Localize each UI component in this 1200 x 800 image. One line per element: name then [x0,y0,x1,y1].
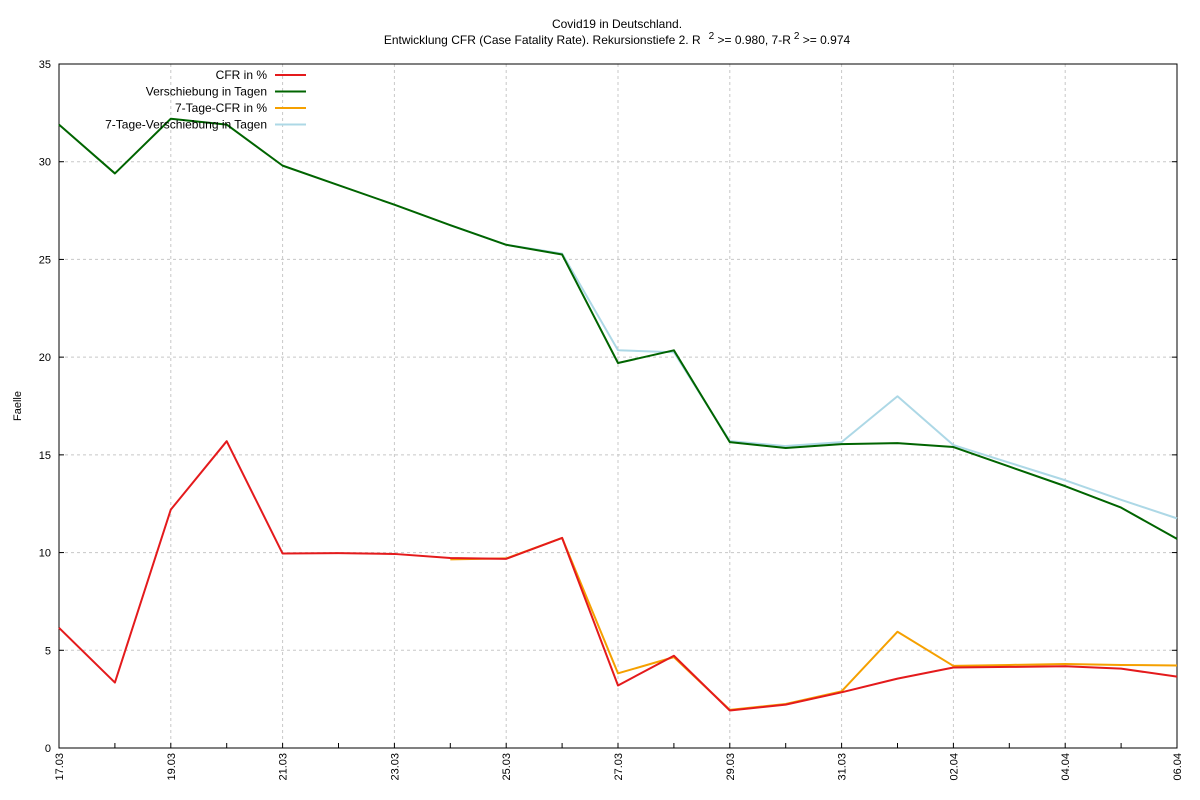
subtitle-part-3: >= 0.974 [799,33,850,47]
subtitle-sup-1: 2 [709,31,715,42]
series-line-3 [450,536,1178,711]
x-tick-label: 06.04 [1172,753,1184,781]
subtitle-part-2: >= 0.980, 7-R [714,33,791,47]
series-line-2 [58,117,1178,540]
subtitle-sup-2: 2 [794,31,800,42]
series-line-4 [449,224,1178,520]
axes-layer: 0 5 10 15 20 25 30 35 17.03 19.03 21.03 23.03 25.03 2… [39,59,1184,781]
y-tick-label: 0 [45,743,51,755]
y-tick-label: 30 [39,157,51,169]
x-tick-label: 31.03 [837,753,849,781]
series-line-1 [58,440,1178,712]
y-tick-label: 5 [45,645,51,657]
x-tick-label: 25.03 [501,753,513,781]
legend-label: CFR in % [216,68,268,82]
y-tick-label: 10 [39,548,51,560]
legend-label: Verschiebung in Tagen [146,85,267,99]
legend-label: 7-Tage-CFR in % [175,101,267,115]
x-tick-label: 19.03 [166,753,178,781]
legend-label: 7-Tage-Verschiebung in Tagen [105,118,267,132]
x-tick-label: 23.03 [389,753,401,781]
chart-title: Covid19 in Deutschland. [552,17,682,31]
subtitle-part-1: Entwicklung CFR (Case Fatality Rate). Re… [384,33,701,47]
x-tick-label: 04.04 [1060,753,1072,781]
x-tick-label: 27.03 [613,753,625,781]
grid-layer [59,64,1177,748]
series-layer [58,117,1178,712]
y-axis-label: Faelle [12,391,24,421]
x-tick-label: 17.03 [54,753,66,781]
y-tick-label: 15 [39,450,51,462]
x-tick-label: 21.03 [278,753,290,781]
legend: CFR in % Verschiebung in Tagen 7-Tage-CFR … [105,68,306,132]
chart-subtitle: Entwicklung CFR (Case Fatality Rate). Re… [384,31,851,47]
y-tick-label: 35 [39,59,51,71]
y-tick-label: 20 [39,352,51,364]
x-tick-label: 02.04 [948,753,960,781]
x-tick-label: 29.03 [725,753,737,781]
y-tick-label: 25 [39,254,51,266]
